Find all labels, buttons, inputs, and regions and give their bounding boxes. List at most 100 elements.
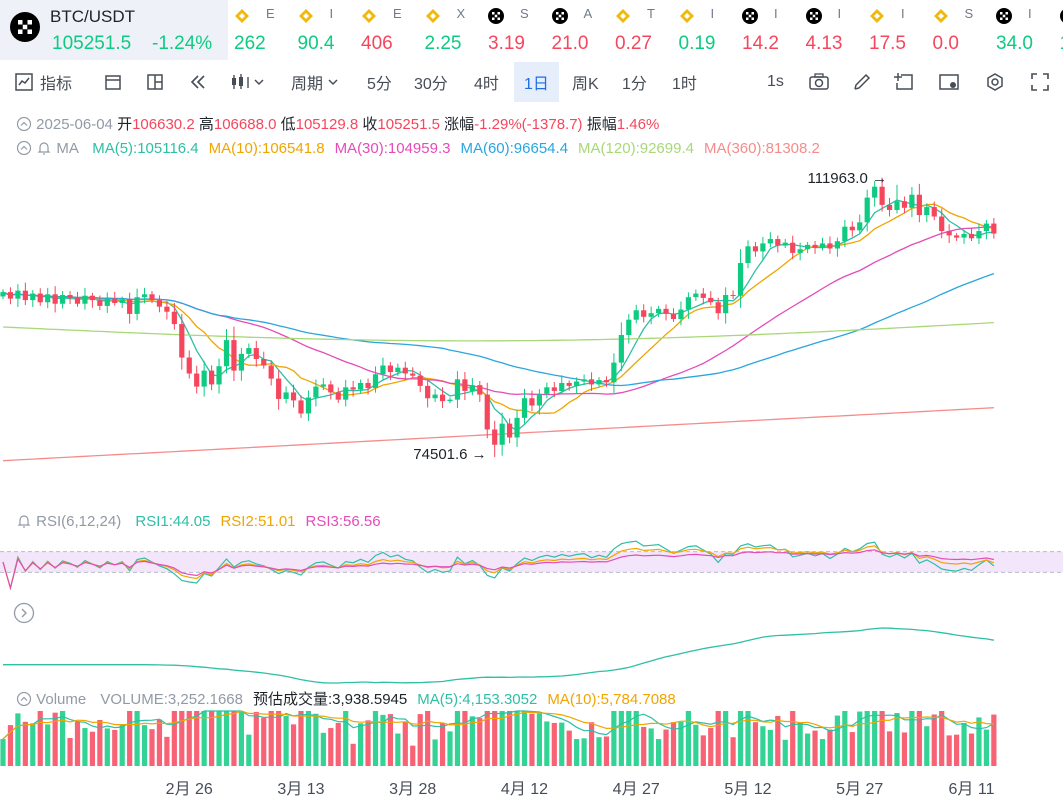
volume-bar bbox=[201, 711, 207, 766]
expand-indicator-icon[interactable] bbox=[13, 602, 35, 624]
volume-bar bbox=[961, 722, 967, 766]
collapse-chevron-icon[interactable] bbox=[16, 140, 32, 156]
volume-bar bbox=[715, 711, 721, 766]
ticker-item[interactable]: I 17.5 bbox=[863, 0, 927, 60]
volume-bar bbox=[916, 711, 922, 766]
volume-bar bbox=[89, 731, 95, 766]
volume-bar bbox=[536, 713, 542, 766]
interval-1w[interactable]: 周K bbox=[572, 76, 599, 93]
interval-5m[interactable]: 5分 bbox=[367, 76, 392, 93]
ticker-item[interactable]: I 4.13 bbox=[800, 0, 864, 60]
interval-1d[interactable]: 1日 bbox=[514, 62, 559, 102]
ticker-item-price: 14.2 bbox=[742, 33, 779, 54]
fullscreen-icon bbox=[1031, 73, 1049, 91]
candle-body bbox=[201, 370, 207, 387]
x-axis-label: 4月 27 bbox=[613, 781, 660, 798]
candle-body bbox=[298, 400, 304, 414]
candle-body bbox=[290, 392, 297, 401]
volume-bar bbox=[767, 729, 773, 766]
ticker-item[interactable]: I 34.0 bbox=[990, 0, 1054, 60]
candle-body bbox=[916, 194, 922, 216]
ticker-item-price: 34.0 bbox=[996, 33, 1033, 54]
template-button[interactable] bbox=[938, 62, 960, 102]
candle-body bbox=[708, 297, 714, 303]
ticker-item[interactable]: E 262 bbox=[228, 0, 292, 60]
candle-body bbox=[469, 385, 475, 391]
bnb-icon bbox=[933, 9, 948, 23]
ticker-item[interactable]: 1 bbox=[1054, 0, 1063, 60]
candle-body bbox=[149, 294, 155, 301]
candle-body bbox=[179, 324, 185, 358]
candle-body bbox=[581, 379, 587, 382]
legend-item: MA(5):4,153.3052 bbox=[417, 691, 538, 708]
volume-bar bbox=[372, 711, 379, 766]
ticker-item-price: 4.13 bbox=[805, 33, 843, 54]
candle-body bbox=[276, 378, 282, 399]
replay-button[interactable] bbox=[187, 62, 209, 102]
camera-icon bbox=[809, 73, 829, 90]
collapse-chevron-icon[interactable] bbox=[16, 116, 32, 132]
indicators-button[interactable]: 指标 bbox=[14, 62, 72, 102]
okx-icon bbox=[805, 8, 822, 24]
candle-body bbox=[141, 294, 148, 298]
volume-bar bbox=[797, 722, 803, 766]
volume-bar bbox=[149, 729, 155, 766]
ticker-item[interactable]: S 3.19 bbox=[482, 0, 546, 60]
volume-bar bbox=[238, 711, 244, 766]
ticker-change: -1.24% bbox=[152, 33, 213, 54]
settings-button[interactable] bbox=[985, 62, 1005, 102]
candle-body bbox=[350, 387, 356, 390]
price-chart[interactable]: 111963.0 → 74501.6 → 2月 26 3月 13 3月 28 4月 12… bbox=[0, 108, 1063, 805]
volume-bar bbox=[737, 711, 744, 766]
okx-icon bbox=[996, 8, 1012, 24]
screenshot-button[interactable] bbox=[808, 62, 830, 102]
interval-1h[interactable]: 1时 bbox=[672, 76, 697, 93]
volume-bar bbox=[350, 743, 356, 766]
volume-bar bbox=[894, 713, 900, 766]
volume-bar bbox=[194, 711, 200, 766]
ticker-item-name: X bbox=[456, 6, 466, 21]
ticker-item[interactable]: T 0.27 bbox=[609, 0, 673, 60]
candle-body bbox=[82, 295, 88, 304]
volume-bar bbox=[15, 713, 21, 766]
fullscreen-button[interactable] bbox=[1030, 62, 1050, 102]
volume-bar bbox=[566, 730, 572, 766]
ticker-item[interactable]: E 406 bbox=[355, 0, 419, 60]
collapse-chevron-icon[interactable] bbox=[16, 691, 32, 707]
gear-icon bbox=[987, 73, 1003, 91]
ticker-item[interactable]: I 90.4 bbox=[292, 0, 356, 60]
ticker-item[interactable]: S 0.0 bbox=[927, 0, 991, 60]
candle-body bbox=[797, 249, 803, 253]
ticker-item[interactable]: A 21.0 bbox=[546, 0, 610, 60]
bell-icon[interactable] bbox=[16, 513, 32, 529]
volume-bar bbox=[484, 711, 490, 766]
ticker-item-name: E bbox=[266, 6, 275, 21]
ticker-item-price: 0.0 bbox=[932, 33, 959, 54]
draw-button[interactable] bbox=[852, 62, 872, 102]
layout-template-icon bbox=[939, 74, 959, 90]
interval-30m[interactable]: 30分 bbox=[414, 76, 448, 93]
candle-body bbox=[439, 394, 446, 402]
ticker-item[interactable]: I 14.2 bbox=[736, 0, 800, 60]
candle-body bbox=[194, 373, 200, 387]
okx-icon bbox=[10, 12, 40, 42]
volume-bar bbox=[469, 716, 475, 766]
ticker-item[interactable]: I 0.19 bbox=[673, 0, 737, 60]
ticker-item-name: S bbox=[964, 6, 974, 21]
ticker-item-price: 0.27 bbox=[615, 33, 652, 54]
volume-bar bbox=[380, 714, 386, 766]
refresh-rate[interactable]: 1s bbox=[767, 73, 784, 90]
add-indicator-button[interactable] bbox=[893, 62, 915, 102]
chart-type-button[interactable] bbox=[229, 62, 264, 102]
layout-button[interactable] bbox=[103, 62, 123, 102]
ticker-main-btc[interactable]: BTC/USDT 105251.5 -1.24% bbox=[0, 0, 228, 60]
ticker-item[interactable]: X 2.25 bbox=[419, 0, 483, 60]
split-view-button[interactable] bbox=[145, 62, 165, 102]
period-dropdown[interactable]: 周期 bbox=[291, 62, 338, 102]
volume-bar bbox=[685, 711, 691, 766]
candle-body bbox=[536, 393, 542, 406]
bell-icon[interactable] bbox=[36, 140, 52, 156]
candle-body bbox=[305, 397, 312, 414]
interval-1m[interactable]: 1分 bbox=[622, 76, 647, 93]
interval-4h[interactable]: 4时 bbox=[474, 76, 499, 93]
